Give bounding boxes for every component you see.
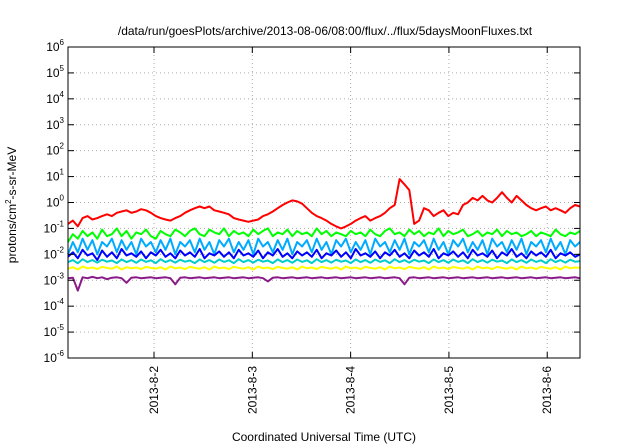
y-axis-title-exponent: 2 [4,199,13,204]
x-tick-label: 2013-8-5 [442,366,456,414]
y-tick-base: 10 [46,118,60,132]
y-tick-base: 10 [46,144,60,158]
y-tick-label: 10-6 [44,349,65,365]
y-tick-base: 10 [46,196,60,210]
y-tick-exponent: 0 [60,194,65,203]
y-tick-exponent: 4 [60,90,65,99]
x-axis: 2013-8-2 2013-8-3 2013-8-4 2013-8-5 2013-8-6 [147,47,554,414]
x-tick-label: 2013-8-4 [344,366,358,414]
series-line-4 [67,248,581,262]
y-tick-label: 10-3 [44,271,65,287]
y-tick-base: 10 [44,299,58,313]
y-tick-label: 10-1 [44,219,65,235]
y-tick-exponent: -4 [57,297,65,306]
y-tick-exponent: 6 [60,38,65,47]
y-tick-exponent: 1 [60,168,65,177]
y-tick-base: 10 [46,92,60,106]
series-line-7 [67,275,581,292]
y-axis-title: protons/cm2-s-sr-MeV [4,147,19,263]
series-line-3 [67,237,581,256]
y-tick-exponent: 2 [60,142,65,151]
y-tick-label: 10-4 [44,297,65,313]
y-tick-base: 10 [44,247,58,261]
series-line-6 [67,265,581,271]
series-line-2 [67,227,581,243]
y-axis-title-units: -s-sr-MeV [5,147,19,200]
y-tick-label: 104 [46,90,64,106]
x-axis-title: Coordinated Universal Time (UTC) [232,430,416,444]
y-tick-exponent: -1 [57,219,65,228]
y-tick-base: 10 [44,273,58,287]
y-tick-exponent: 3 [60,116,65,125]
y-tick-base: 10 [46,170,60,184]
series-line-5 [67,258,581,265]
y-tick-exponent: 5 [60,64,65,73]
y-tick-base: 10 [46,40,60,54]
y-tick-label: 105 [46,64,64,80]
y-tick-label: 100 [46,194,64,210]
y-tick-label: 101 [46,168,64,184]
data-series [67,178,581,292]
y-tick-label: 102 [46,142,64,158]
chart-title: /data/run/goesPlots/archive/2013-08-06/0… [118,24,533,38]
grid-lines [68,46,580,359]
y-axis: 10610510410310210110010-110-210-310-410-… [44,38,580,365]
x-tick-label: 2013-8-3 [245,366,259,414]
y-tick-label: 10-2 [44,245,65,261]
y-axis-title-base: protons/cm [5,204,19,263]
y-tick-label: 106 [46,38,64,54]
series-line-1 [67,178,581,230]
y-tick-label: 10-5 [44,323,65,339]
x-tick-label: 2013-8-6 [540,366,554,414]
y-tick-base: 10 [44,325,58,339]
y-tick-exponent: -3 [57,271,65,280]
x-tick-label: 2013-8-2 [147,366,161,414]
y-tick-base: 10 [46,66,60,80]
y-tick-label: 103 [46,116,64,132]
y-tick-exponent: -5 [57,323,65,332]
y-tick-exponent: -2 [57,245,65,254]
y-tick-base: 10 [44,221,58,235]
y-tick-base: 10 [44,351,58,365]
y-tick-exponent: -6 [57,349,65,358]
